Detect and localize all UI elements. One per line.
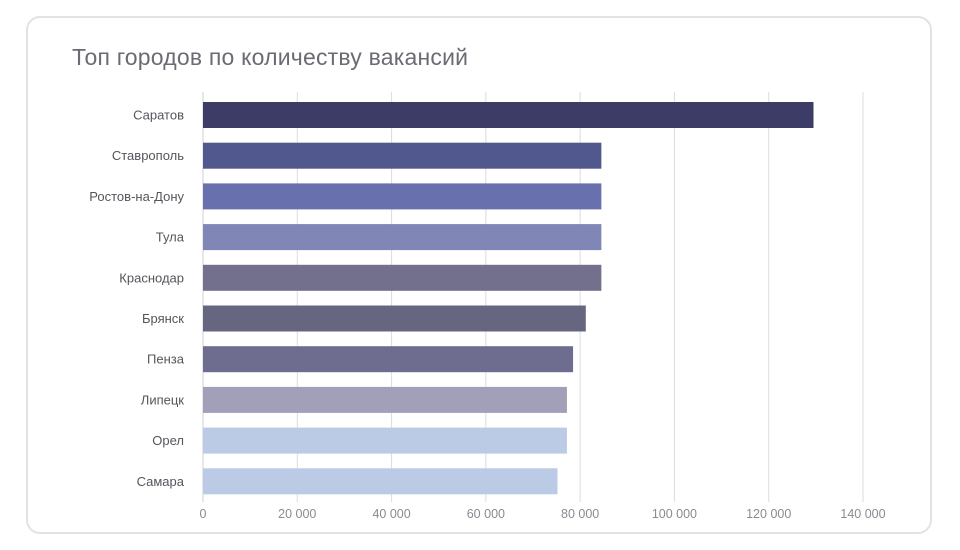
x-tick-label-7: 140 000 — [840, 507, 885, 521]
category-label-3: Ростов-на-Дону — [89, 189, 184, 204]
category-label-6: Брянск — [142, 311, 184, 326]
category-label-7: Пенза — [147, 352, 185, 367]
bar-8 — [203, 386, 567, 413]
category-label-1: Саратов — [133, 108, 184, 123]
x-tick-label-5: 100 000 — [652, 507, 697, 521]
bar-5 — [203, 264, 602, 291]
x-tick-label-1: 20 000 — [278, 507, 316, 521]
x-tick-label-4: 80 000 — [561, 507, 599, 521]
category-label-10: Самара — [137, 474, 185, 489]
bar-2 — [203, 142, 602, 169]
bar-6 — [203, 305, 586, 332]
x-tick-label-6: 120 000 — [746, 507, 791, 521]
x-tick-label-3: 60 000 — [467, 507, 505, 521]
category-label-9: Орел — [152, 433, 184, 448]
x-tick-label-0: 0 — [200, 507, 207, 521]
bar-7 — [203, 346, 574, 373]
category-label-4: Тула — [156, 230, 185, 245]
chart-title: Топ городов по количеству вакансий — [72, 44, 469, 70]
x-tick-label-2: 40 000 — [372, 507, 410, 521]
category-label-2: Ставрополь — [112, 148, 184, 163]
bar-10 — [203, 468, 558, 495]
bar-1 — [203, 102, 814, 128]
category-label-5: Краснодар — [119, 270, 184, 285]
category-label-8: Липецк — [141, 392, 185, 407]
bar-3 — [203, 183, 602, 210]
bar-4 — [203, 224, 602, 251]
bar-9 — [203, 427, 567, 454]
